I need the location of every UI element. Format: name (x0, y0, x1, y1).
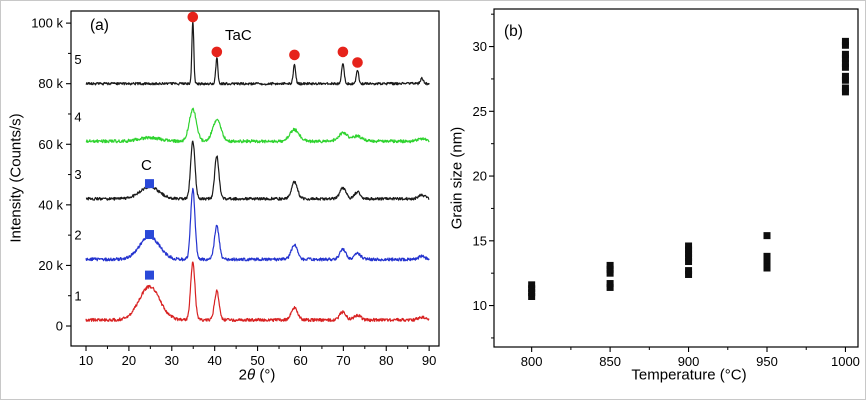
xrd-xaxis-title-prefix: 2 (238, 366, 248, 384)
y-tick-label: 40 k (38, 197, 63, 212)
xrd-yaxis-title: Intensity (Counts/s) (7, 113, 25, 243)
grain-size-point (606, 269, 614, 277)
xrd-curve-3 (85, 140, 430, 201)
grain-size-point (763, 256, 771, 264)
y-tick-label: 30 (473, 39, 487, 54)
grain-size-point (763, 264, 771, 272)
grain-size-point (841, 63, 849, 71)
grain-size-point (841, 50, 849, 58)
y-tick-label: 20 (473, 169, 487, 184)
y-tick-label: 25 (473, 104, 487, 119)
curve-number-label: 2 (74, 228, 81, 243)
xrd-curve-2 (85, 187, 430, 262)
x-tick-label: 40 (207, 353, 221, 368)
x-tick-label: 70 (336, 353, 350, 368)
grain-size-point (606, 261, 614, 269)
tac-peak-marker (211, 46, 223, 58)
curve-number-label: 4 (74, 110, 81, 125)
x-tick-label: 1000 (831, 354, 860, 369)
grain-size-point (528, 292, 536, 300)
x-tick-label: 90 (422, 353, 436, 368)
xrd-axis-frame (70, 10, 440, 347)
grain-yaxis-title: Grain size (nm) (448, 126, 466, 230)
x-tick-label: 60 (293, 353, 307, 368)
xrd-panel: 10 20 30 40 50 60 70 80 90 0 20 k 40 k 60 k 80 k 100 k… (31, 10, 440, 368)
grain-size-point (841, 37, 849, 45)
grain-size-point (841, 72, 849, 80)
grain-size-panel: 800 850 900 950 1000 10 15 20 25 30 (473, 8, 860, 369)
xrd-xaxis-title-theta: θ (247, 366, 256, 384)
x-tick-label: 800 (521, 354, 543, 369)
grain-size-point (606, 283, 614, 291)
grain-size-point (528, 281, 536, 289)
tac-peak-marker (289, 49, 300, 61)
grain-size-point (685, 250, 693, 258)
xrd-curve-1 (85, 261, 430, 323)
grain-size-point (606, 280, 614, 288)
tac-annotation: TaC (225, 27, 252, 44)
y-tick-label: 100 k (31, 16, 63, 31)
grain-size-point (841, 84, 849, 92)
grain-size-point (528, 285, 536, 293)
grain-size-point (685, 254, 693, 262)
grain-axis-frame (493, 8, 859, 348)
y-tick-label: 10 (473, 298, 487, 313)
y-tick-label: 0 (56, 319, 63, 334)
grain-xaxis-title: Temperature (°C) (631, 366, 747, 384)
tac-peak-marker (337, 46, 349, 58)
xrd-xaxis-title: 2θ (°) (239, 367, 276, 384)
grain-size-point (763, 252, 771, 260)
xrd-curve-4 (85, 107, 430, 144)
grain-size-point (841, 88, 849, 96)
grain-size-point (685, 258, 693, 266)
x-tick-label: 80 (379, 353, 393, 368)
grain-size-point (763, 260, 771, 268)
grain-size-point (685, 270, 693, 278)
c-annotation: C (141, 157, 152, 174)
grain-size-point (763, 232, 771, 240)
y-tick-label: 15 (473, 233, 487, 248)
y-tick-label: 20 k (38, 258, 63, 273)
x-tick-label: 30 (165, 353, 179, 368)
grain-size-point (606, 265, 614, 273)
grain-size-point (841, 41, 849, 49)
grain-size-point (685, 246, 693, 254)
curve-number-label: 3 (74, 167, 81, 182)
grain-size-point (841, 76, 849, 84)
carbon-peak-marker (144, 179, 154, 189)
x-tick-label: 850 (599, 354, 621, 369)
x-tick-label: 20 (122, 353, 136, 368)
xrd-xaxis-title-suffix: (°) (255, 366, 276, 384)
grain-size-point (685, 267, 693, 275)
x-tick-label: 900 (678, 354, 700, 369)
y-tick-label: 80 k (38, 76, 63, 91)
panel-a-label: (a) (90, 17, 109, 34)
xrd-curve-5 (85, 19, 430, 86)
x-tick-label: 10 (79, 353, 93, 368)
x-tick-label: 950 (756, 354, 778, 369)
tac-peak-marker (352, 57, 363, 68)
grain-size-point (685, 242, 693, 250)
x-tick-label: 50 (250, 353, 264, 368)
y-tick-label: 60 k (38, 137, 63, 152)
grain-size-point (841, 59, 849, 67)
tac-peak-marker (187, 11, 199, 23)
carbon-peak-marker (144, 270, 154, 280)
panel-b-label: (b) (504, 23, 523, 40)
carbon-peak-marker (144, 230, 154, 240)
curve-number-label: 1 (74, 288, 81, 303)
grain-size-point (841, 54, 849, 62)
grain-size-point (528, 289, 536, 297)
curve-number-label: 5 (74, 52, 81, 67)
